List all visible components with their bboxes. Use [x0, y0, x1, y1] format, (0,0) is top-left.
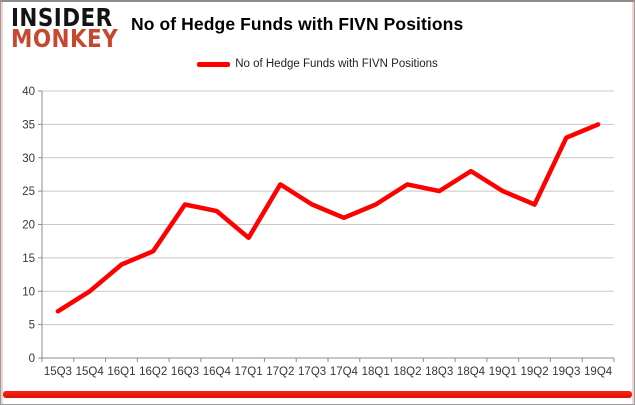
svg-text:16Q3: 16Q3: [171, 366, 199, 378]
bottom-red-bar: [3, 391, 632, 398]
legend: No of Hedge Funds with FIVN Positions: [1, 58, 634, 70]
svg-text:0: 0: [29, 353, 35, 365]
svg-text:18Q4: 18Q4: [457, 366, 486, 378]
svg-text:18Q2: 18Q2: [393, 366, 421, 378]
svg-text:10: 10: [22, 286, 35, 298]
svg-text:18Q1: 18Q1: [362, 366, 390, 378]
svg-text:35: 35: [22, 119, 35, 131]
svg-text:15Q3: 15Q3: [44, 366, 72, 378]
svg-text:17Q4: 17Q4: [330, 366, 359, 378]
svg-text:19Q2: 19Q2: [520, 366, 548, 378]
svg-text:18Q3: 18Q3: [425, 366, 453, 378]
svg-text:16Q2: 16Q2: [139, 366, 167, 378]
svg-text:16Q1: 16Q1: [107, 366, 135, 378]
svg-text:19Q1: 19Q1: [489, 366, 517, 378]
svg-text:17Q2: 17Q2: [266, 366, 294, 378]
svg-text:19Q3: 19Q3: [552, 366, 580, 378]
chart-title: No of Hedge Funds with FIVN Positions: [131, 14, 464, 34]
legend-label: No of Hedge Funds with FIVN Positions: [235, 58, 438, 70]
svg-text:25: 25: [22, 186, 35, 198]
svg-text:20: 20: [22, 220, 35, 232]
svg-text:17Q1: 17Q1: [234, 366, 262, 378]
svg-text:30: 30: [22, 153, 35, 165]
svg-text:16Q4: 16Q4: [203, 366, 232, 378]
svg-text:17Q3: 17Q3: [298, 366, 326, 378]
svg-text:19Q4: 19Q4: [584, 366, 613, 378]
svg-text:15Q4: 15Q4: [76, 366, 105, 378]
logo-line-insider: INSIDER: [11, 3, 113, 32]
insider-monkey-logo: INSIDER MONKEY: [11, 3, 119, 53]
svg-text:5: 5: [29, 320, 35, 332]
legend-line-swatch: [197, 61, 231, 67]
svg-text:15: 15: [22, 253, 35, 265]
logo-line-monkey: MONKEY: [11, 24, 119, 53]
svg-text:40: 40: [22, 86, 35, 98]
